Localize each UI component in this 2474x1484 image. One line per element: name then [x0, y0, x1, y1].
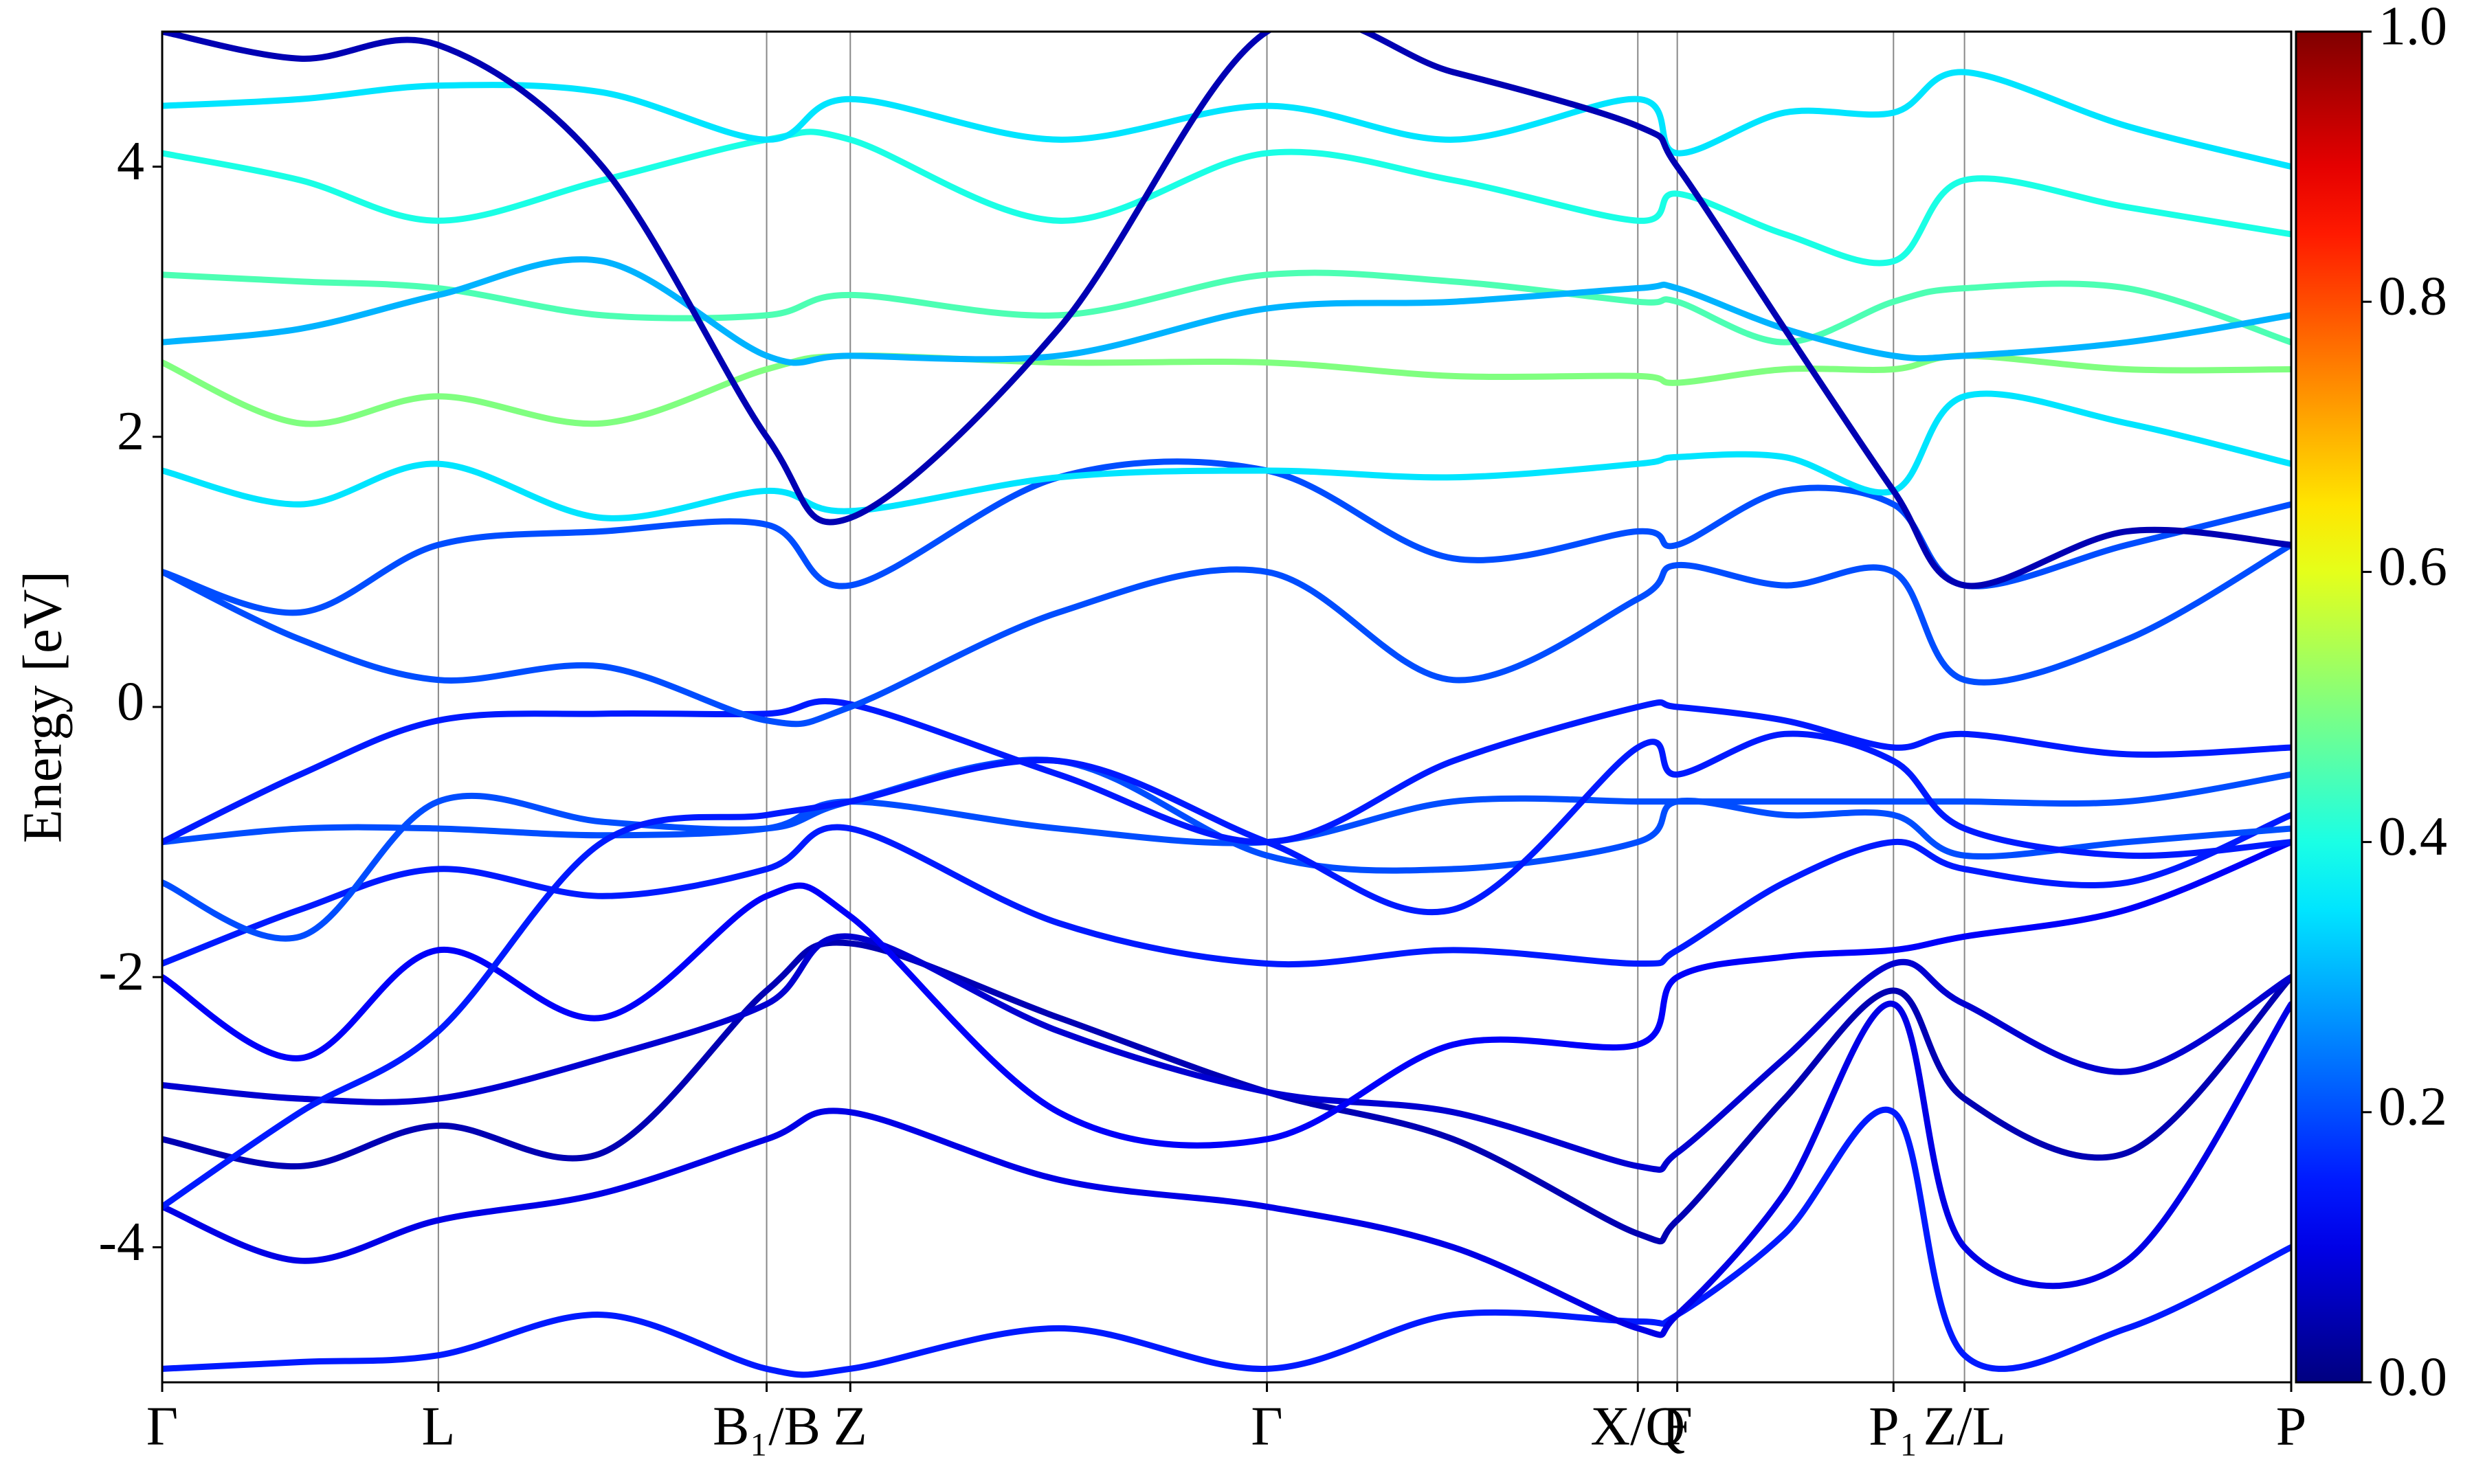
plot-frame	[161, 30, 2293, 1384]
band-line	[162, 128, 2291, 267]
colorbar-tick-label: 0.8	[2378, 267, 2447, 327]
colorbar-tick-label: 0.2	[2378, 1077, 2447, 1137]
colorbar-tick-label: 1.0	[2378, 0, 2447, 56]
band-line	[162, 269, 2291, 346]
x-tick-label: F	[1662, 1396, 1693, 1457]
colorbar	[2295, 30, 2363, 1384]
band-line	[162, 811, 2291, 968]
band-line	[162, 458, 2291, 616]
band-line	[162, 256, 2291, 366]
band-line	[162, 933, 2291, 1173]
band-line	[162, 730, 2291, 1210]
band-line	[162, 756, 2291, 942]
band-line	[162, 352, 2291, 427]
colorbar-tick-label: 0.0	[2378, 1347, 2447, 1407]
colorbar-tick-label: 0.6	[2378, 537, 2447, 597]
band-line	[162, 1000, 2291, 1338]
band-line	[162, 541, 2291, 728]
x-tick-label: Z	[834, 1396, 867, 1457]
band-line	[162, 698, 2291, 846]
y-tick-label: 2	[117, 401, 144, 462]
x-tick-label: B₁/B	[713, 1396, 821, 1457]
x-tick-label: L	[421, 1396, 455, 1457]
y-tick-label: -4	[98, 1212, 144, 1272]
x-tick-label: P	[2276, 1396, 2307, 1457]
colorbar-tick-label: 0.4	[2378, 807, 2447, 867]
band-line	[162, 390, 2291, 521]
x-tick-label: Z/L	[1924, 1396, 2006, 1457]
band-line	[162, 32, 2291, 589]
y-tick-label: -2	[98, 942, 144, 1002]
band-line	[162, 939, 2291, 1245]
x-tick-label: P₁	[1869, 1396, 1918, 1457]
bands	[162, 32, 2291, 1378]
band-line	[162, 69, 2291, 170]
band-line	[162, 1106, 2291, 1378]
y-axis-label: Energy [eV]	[12, 571, 73, 843]
x-tick-label: X/Q	[1590, 1396, 1685, 1457]
x-tick-label: Γ	[146, 1396, 178, 1457]
band-line	[162, 839, 2291, 1149]
y-tick-label: 0	[117, 671, 144, 732]
y-tick-label: 4	[117, 131, 144, 192]
x-tick-label: Γ	[1251, 1396, 1282, 1457]
